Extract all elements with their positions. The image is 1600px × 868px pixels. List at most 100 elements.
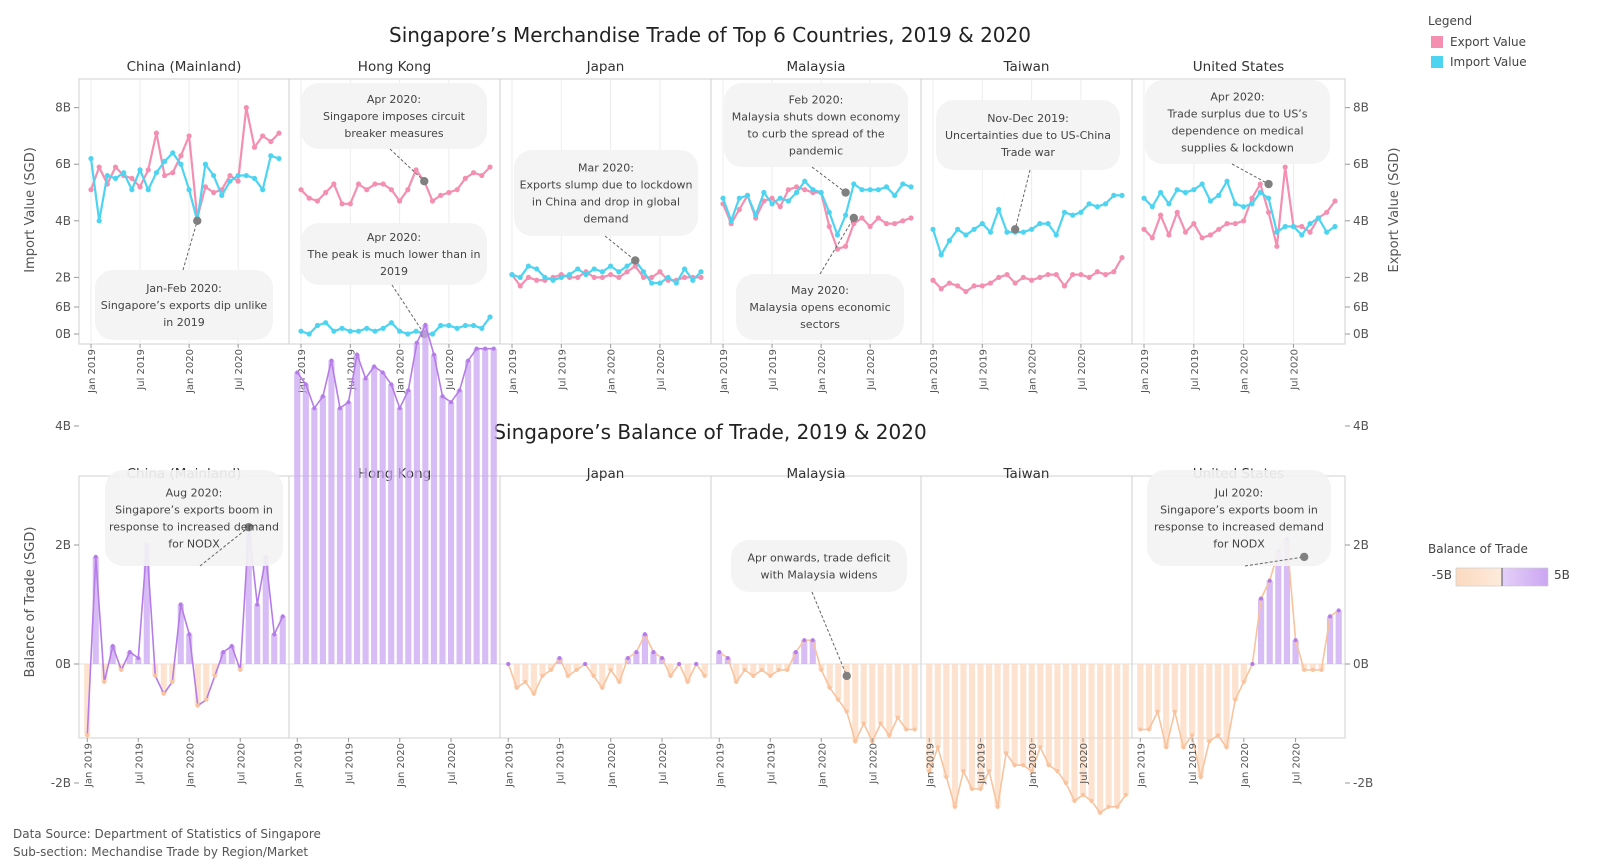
data-point-import-value bbox=[88, 155, 94, 162]
data-point-export-value bbox=[438, 192, 444, 198]
balance-point bbox=[802, 638, 807, 643]
bot-ytick-right-4B: 4B bbox=[1353, 419, 1369, 433]
data-point-export-value bbox=[1004, 271, 1010, 278]
annotation-text: Apr onwards, trade deficit bbox=[748, 552, 892, 565]
data-point-import-value bbox=[542, 274, 548, 281]
balance-bar bbox=[1171, 664, 1178, 712]
balance-legend-min: -5B bbox=[1432, 568, 1452, 582]
bot-panel-header: Malaysia bbox=[787, 466, 846, 482]
data-point-export-value bbox=[900, 218, 906, 224]
top-xtick-label: Jan 2020 bbox=[1240, 349, 1251, 394]
data-point-import-value bbox=[534, 266, 540, 272]
data-point-export-value bbox=[145, 167, 151, 173]
balance-bar bbox=[447, 402, 455, 664]
data-point-import-value bbox=[1086, 201, 1092, 207]
bot-xtick-label: Jul 2020 bbox=[1079, 743, 1090, 785]
data-point-export-value bbox=[963, 288, 969, 295]
balance-bar bbox=[741, 664, 748, 670]
balance-bar bbox=[826, 664, 833, 688]
annotation-leader bbox=[391, 284, 425, 335]
balance-line bbox=[928, 744, 1127, 814]
data-point-import-value bbox=[413, 328, 419, 334]
data-point-import-value bbox=[347, 328, 353, 334]
data-point-import-value bbox=[608, 263, 614, 269]
balance-bar bbox=[658, 658, 666, 664]
data-point-export-value bbox=[479, 172, 485, 179]
balance-point bbox=[448, 400, 454, 405]
balance-bar bbox=[943, 664, 950, 778]
annotation-text: for NODX bbox=[168, 538, 220, 551]
footer-source: Data Source: Department of Statistics of… bbox=[13, 827, 321, 841]
bot-xtick-label: Jan 2020 bbox=[817, 743, 828, 788]
top-xtick-label: Jul 2019 bbox=[136, 349, 147, 391]
annotation-box bbox=[105, 470, 283, 566]
balance-point bbox=[1250, 661, 1255, 667]
data-point-import-value bbox=[112, 175, 119, 181]
series-line-export-value bbox=[932, 257, 1123, 293]
merchandise-trade-chart: 0B 0B 2B 2B 4B 4B 6B 6B 8B 8B China (Mainland) Jan … bbox=[55, 59, 1369, 394]
bot-xtick-label: Jan 2019 bbox=[83, 743, 94, 788]
top-right-axis-label: Export Value (SGD) bbox=[1387, 148, 1402, 273]
balance-bar bbox=[482, 348, 489, 664]
data-point-import-value bbox=[1290, 223, 1297, 230]
balance-point bbox=[389, 382, 394, 387]
balance-bar bbox=[1045, 664, 1052, 766]
data-point-export-value bbox=[161, 172, 168, 179]
balance-point bbox=[734, 679, 739, 684]
data-point-export-value bbox=[930, 277, 936, 283]
balance-point bbox=[1029, 769, 1034, 774]
data-point-export-value bbox=[429, 198, 436, 204]
data-point-import-value bbox=[1166, 201, 1172, 207]
balance-bar bbox=[109, 646, 116, 664]
annotation-text: Apr 2020: bbox=[1210, 91, 1264, 104]
balance-point bbox=[1089, 798, 1094, 803]
data-point-import-value bbox=[137, 167, 143, 173]
balance-point bbox=[346, 400, 351, 405]
balance-point bbox=[853, 739, 858, 744]
annotation-box bbox=[301, 83, 487, 149]
data-point-import-value bbox=[211, 172, 217, 179]
data-point-import-value bbox=[1282, 223, 1288, 230]
data-point-import-value bbox=[1307, 221, 1313, 227]
data-point-import-value bbox=[1274, 229, 1280, 235]
data-point-import-value bbox=[1207, 198, 1214, 204]
data-point-export-value bbox=[235, 178, 241, 184]
balance-bar bbox=[279, 616, 286, 664]
annotation-text: Feb 2020: bbox=[789, 94, 844, 107]
data-point-import-value bbox=[1332, 223, 1338, 230]
bot-ytick-right-0B: 0B bbox=[1353, 657, 1369, 671]
balance-bar bbox=[1309, 664, 1316, 670]
balance-bar bbox=[328, 360, 335, 664]
data-point-export-value bbox=[112, 164, 119, 170]
annotation-text: Malaysia shuts down economy bbox=[732, 111, 901, 124]
balance-bar bbox=[294, 372, 301, 664]
bot-xtick-label: Jan 2019 bbox=[293, 743, 304, 788]
series-line-export-value bbox=[1143, 166, 1336, 247]
bot-ytick-left-4B: 4B bbox=[55, 419, 71, 433]
balance-point bbox=[1310, 667, 1315, 673]
balance-bar bbox=[413, 342, 420, 664]
series-line-import-value bbox=[931, 194, 1122, 258]
data-point-import-value bbox=[583, 271, 589, 278]
balance-bar bbox=[968, 664, 976, 789]
data-point-import-value bbox=[219, 192, 225, 198]
data-point-export-value bbox=[785, 187, 791, 193]
balance-point bbox=[668, 673, 673, 679]
balance-point bbox=[320, 394, 325, 399]
data-point-import-value bbox=[1070, 212, 1076, 218]
balance-bar bbox=[1301, 664, 1308, 670]
annotation-text: Singapore imposes circuit bbox=[323, 110, 466, 123]
data-point-export-value bbox=[1174, 209, 1180, 215]
footer-subsection: Sub-section: Mechandise Trade by Region/… bbox=[13, 845, 308, 859]
top-xtick-label: Jul 2019 bbox=[557, 349, 568, 391]
top-ytick-right-2B: 2B bbox=[1353, 270, 1369, 284]
balance-point bbox=[548, 667, 554, 673]
annotation-text: response to increased demand bbox=[109, 521, 279, 534]
data-point-import-value bbox=[1102, 201, 1109, 207]
top-xtick-label: Jul 2019 bbox=[768, 349, 779, 391]
data-point-import-value bbox=[996, 206, 1002, 213]
balance-point bbox=[329, 358, 334, 363]
data-point-export-value bbox=[517, 283, 523, 289]
data-point-import-value bbox=[462, 322, 468, 329]
balance-bar bbox=[1037, 664, 1044, 748]
